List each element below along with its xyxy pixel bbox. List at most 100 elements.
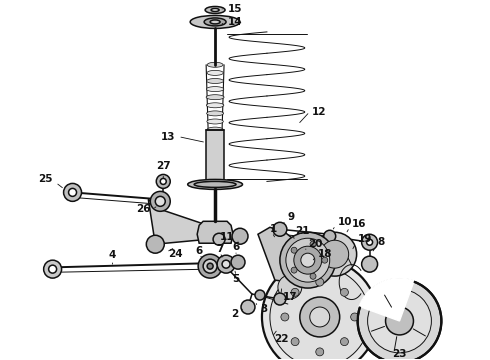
Ellipse shape [206,95,224,100]
Text: 7: 7 [217,244,224,254]
Circle shape [160,179,166,184]
Polygon shape [148,199,240,244]
Circle shape [273,222,287,236]
Text: 23: 23 [392,349,407,359]
Ellipse shape [211,9,219,12]
Circle shape [300,297,340,337]
Circle shape [203,259,217,273]
Circle shape [69,188,76,196]
Circle shape [324,230,336,242]
Text: 13: 13 [161,131,175,141]
Text: 26: 26 [136,204,150,214]
Polygon shape [258,227,305,282]
Circle shape [147,235,164,253]
Circle shape [255,290,265,300]
Circle shape [291,338,299,346]
Ellipse shape [194,181,236,188]
Circle shape [386,307,414,335]
Circle shape [44,260,62,278]
Wedge shape [359,278,414,321]
Ellipse shape [207,71,223,75]
Circle shape [322,257,328,263]
Circle shape [291,267,297,273]
Circle shape [49,265,57,273]
Text: 4: 4 [109,250,116,260]
Text: 17: 17 [283,292,297,302]
Ellipse shape [207,119,223,124]
Circle shape [367,239,372,245]
Circle shape [321,240,349,268]
Circle shape [150,192,170,211]
Circle shape [294,246,322,274]
Text: 25: 25 [38,175,52,184]
Text: 14: 14 [228,17,243,27]
Ellipse shape [204,18,226,26]
Text: 6: 6 [196,246,203,256]
Circle shape [274,293,286,305]
Circle shape [291,288,299,296]
Circle shape [217,255,235,273]
Circle shape [278,275,302,299]
Polygon shape [197,221,233,243]
Text: 8: 8 [378,237,385,247]
Ellipse shape [206,103,224,108]
Ellipse shape [210,20,220,24]
Ellipse shape [207,62,223,67]
Text: 15: 15 [228,4,243,14]
Circle shape [231,255,245,269]
Text: 19: 19 [358,234,372,244]
Circle shape [286,238,330,282]
Circle shape [262,259,378,360]
Circle shape [316,348,324,356]
Circle shape [213,233,225,245]
Text: 10: 10 [338,217,352,227]
Circle shape [64,183,81,201]
Circle shape [310,307,330,327]
Ellipse shape [207,111,223,116]
Text: 16: 16 [352,219,366,229]
Ellipse shape [207,127,223,132]
Text: 11: 11 [220,232,234,242]
Circle shape [313,232,357,276]
Text: 3: 3 [260,304,267,314]
Ellipse shape [207,78,223,84]
Circle shape [222,260,230,268]
Circle shape [351,313,359,321]
Text: 27: 27 [156,162,171,171]
Circle shape [341,288,348,296]
Bar [206,130,224,184]
Circle shape [232,228,248,244]
Circle shape [368,289,431,353]
Circle shape [341,338,348,346]
Text: 18: 18 [318,249,332,259]
Circle shape [281,313,289,321]
Circle shape [155,196,165,206]
Circle shape [198,254,222,278]
Circle shape [301,253,315,267]
Text: 12: 12 [312,107,326,117]
Ellipse shape [205,6,225,13]
Circle shape [280,232,336,288]
Circle shape [156,175,170,188]
Circle shape [310,273,316,279]
Circle shape [241,300,255,314]
Ellipse shape [190,15,240,28]
Circle shape [207,263,213,269]
Circle shape [362,256,378,272]
Circle shape [291,247,297,253]
Ellipse shape [188,179,243,189]
Circle shape [358,279,441,360]
Text: 1: 1 [270,224,277,234]
Text: 21: 21 [295,226,309,236]
Text: 2: 2 [231,309,238,319]
Text: 22: 22 [274,334,289,344]
Ellipse shape [206,87,224,91]
Text: 5: 5 [232,274,240,284]
Text: 9: 9 [288,212,295,222]
Circle shape [362,234,378,250]
Text: 6: 6 [232,242,240,252]
Text: 24: 24 [168,249,183,259]
Text: 20: 20 [308,239,322,249]
Circle shape [310,241,316,247]
Circle shape [316,278,324,286]
